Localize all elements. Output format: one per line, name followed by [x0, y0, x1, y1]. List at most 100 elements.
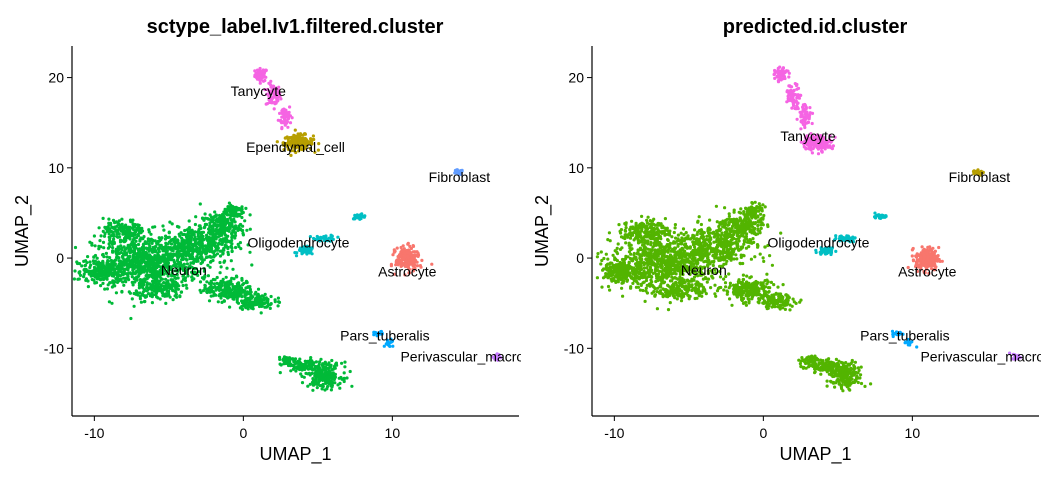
data-point [108, 242, 111, 245]
data-point [817, 152, 820, 155]
data-point [245, 280, 248, 283]
data-point [782, 66, 785, 69]
data-point [250, 291, 253, 294]
data-point [217, 287, 220, 290]
data-point [109, 223, 112, 226]
data-point [177, 284, 180, 287]
data-point [674, 223, 677, 226]
data-point [178, 250, 181, 253]
data-point [333, 373, 336, 376]
data-point [286, 356, 289, 359]
cluster-label: Oligodendrocyte [248, 235, 350, 251]
data-point [596, 276, 599, 279]
data-point [130, 261, 133, 264]
data-point [343, 365, 346, 368]
data-point [403, 255, 406, 258]
data-point [643, 266, 646, 269]
data-point [182, 253, 185, 256]
data-point [109, 281, 112, 284]
data-point [113, 280, 116, 283]
data-point [224, 289, 227, 292]
data-point [415, 250, 418, 253]
data-point [140, 237, 143, 240]
data-point [131, 297, 134, 300]
data-point [663, 253, 666, 256]
data-point [188, 226, 191, 229]
data-point [217, 231, 220, 234]
data-point [234, 246, 237, 249]
data-point [159, 255, 162, 258]
data-point [312, 134, 315, 137]
data-point [131, 222, 134, 225]
data-point [146, 270, 149, 273]
data-point [136, 254, 139, 257]
data-point [115, 291, 118, 294]
data-point [257, 74, 260, 77]
data-point [112, 232, 115, 235]
data-point [150, 293, 153, 296]
data-point [406, 251, 409, 254]
data-point [156, 279, 159, 282]
data-point [158, 236, 161, 239]
data-point [247, 307, 250, 310]
data-point [160, 283, 163, 286]
data-point [395, 260, 398, 263]
data-point [183, 248, 186, 251]
data-point [180, 240, 183, 243]
data-point [190, 233, 193, 236]
data-point [145, 289, 148, 292]
data-point [309, 383, 312, 386]
data-point [316, 386, 319, 389]
data-point [176, 255, 179, 258]
data-point [824, 147, 827, 150]
data-point [809, 111, 812, 114]
data-point [221, 241, 224, 244]
data-point [102, 246, 105, 249]
data-point [399, 253, 402, 256]
data-point [103, 235, 106, 238]
data-point [185, 287, 188, 290]
data-point [108, 263, 111, 266]
data-point [241, 283, 244, 286]
data-point [206, 247, 209, 250]
data-point [316, 365, 319, 368]
data-point [248, 302, 251, 305]
data-point [141, 270, 144, 273]
data-point [808, 106, 811, 109]
data-point [94, 244, 97, 247]
data-point [821, 146, 824, 149]
data-point [174, 285, 177, 288]
data-point [111, 266, 114, 269]
data-point [873, 215, 876, 218]
data-point [223, 259, 226, 262]
data-point [301, 381, 304, 384]
data-point [200, 231, 203, 234]
data-point [246, 286, 249, 289]
data-point [226, 296, 229, 299]
data-point [191, 257, 194, 260]
data-point [154, 239, 157, 242]
data-point [90, 275, 93, 278]
data-point [255, 298, 258, 301]
data-point [152, 262, 155, 265]
y-axis-title: UMAP_2 [12, 195, 33, 267]
data-point [600, 250, 603, 253]
data-point [213, 223, 216, 226]
cluster-label: Ependymal_cell [246, 139, 345, 155]
data-point [406, 255, 409, 258]
data-point [233, 290, 236, 293]
data-point [660, 270, 663, 273]
data-point [295, 254, 298, 257]
data-point [161, 291, 164, 294]
data-point [414, 259, 417, 262]
data-point [208, 226, 211, 229]
data-point [236, 288, 239, 291]
data-point [211, 250, 214, 253]
data-point [93, 234, 96, 237]
data-point [90, 244, 93, 247]
data-point [240, 205, 243, 208]
data-point [103, 288, 106, 291]
data-point [410, 258, 413, 261]
data-point [672, 268, 675, 271]
data-point [171, 289, 174, 292]
